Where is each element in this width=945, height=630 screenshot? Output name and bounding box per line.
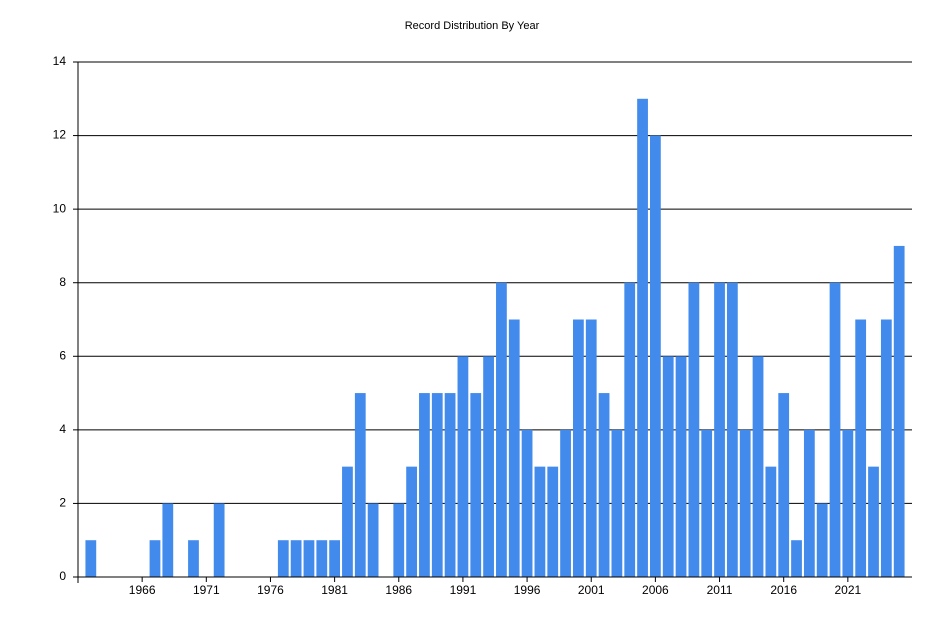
- bar: [752, 356, 764, 577]
- bar: [483, 356, 494, 577]
- y-tick-label: 2: [59, 496, 66, 510]
- bar: [649, 135, 661, 578]
- bar: [547, 466, 559, 577]
- y-tick-label: 10: [53, 201, 67, 215]
- y-tick-label: 4: [59, 422, 66, 436]
- bar: [726, 282, 738, 577]
- bar: [880, 319, 892, 577]
- bar: [470, 393, 482, 577]
- bar: [675, 356, 687, 577]
- bar: [85, 540, 97, 577]
- bar: [585, 319, 597, 577]
- bar: [316, 540, 328, 577]
- bar: [303, 540, 315, 577]
- bar: [354, 393, 366, 577]
- bar: [598, 393, 610, 577]
- bar: [778, 393, 790, 577]
- bar: [803, 429, 815, 577]
- bar: [855, 319, 867, 577]
- y-tick-label: 6: [59, 348, 66, 362]
- bar: [367, 503, 379, 577]
- y-tick-label: 12: [53, 128, 67, 142]
- bar: [329, 540, 341, 577]
- bar: [842, 429, 854, 577]
- bar: [829, 282, 841, 577]
- x-tick-label: 1971: [193, 583, 220, 597]
- bar: [213, 503, 225, 577]
- bar: [765, 466, 777, 577]
- y-tick-label: 0: [59, 569, 66, 583]
- bar: [508, 319, 520, 577]
- bar: [419, 393, 430, 577]
- bar: [406, 466, 417, 577]
- bar: [637, 98, 648, 578]
- bar: [816, 503, 828, 577]
- x-tick-label: 1996: [514, 583, 541, 597]
- bar: [342, 466, 353, 577]
- bar: [534, 466, 546, 577]
- bar: [290, 540, 302, 577]
- x-tick-label: 2006: [642, 583, 669, 597]
- bar: [611, 429, 623, 577]
- x-tick-label: 2016: [770, 583, 797, 597]
- bar: [444, 393, 456, 577]
- bar: [701, 429, 713, 577]
- bar: [624, 282, 636, 577]
- x-tick-label: 2001: [578, 583, 605, 597]
- bar: [521, 429, 533, 577]
- x-tick-label: 1966: [129, 583, 156, 597]
- bar: [714, 282, 725, 577]
- x-tick-label: 1986: [385, 583, 412, 597]
- x-tick-label: 1981: [321, 583, 348, 597]
- chart-title: Record Distribution By Year: [405, 20, 540, 32]
- bar: [496, 282, 507, 577]
- x-tick-label: 2011: [707, 583, 733, 597]
- bar: [149, 540, 161, 577]
- bar: [457, 356, 469, 577]
- bar: [868, 466, 879, 577]
- bar: [791, 540, 802, 577]
- bar: [573, 319, 584, 577]
- x-tick-label: 1991: [450, 583, 477, 597]
- bar: [431, 393, 443, 577]
- bar: [739, 429, 751, 577]
- x-tick-label: 2021: [834, 583, 861, 597]
- bar: [560, 429, 571, 577]
- bar: [277, 540, 289, 577]
- bar: [393, 503, 405, 577]
- x-tick-label: 1976: [257, 583, 284, 597]
- bar: [662, 356, 674, 577]
- bar: [688, 282, 700, 577]
- bar: [188, 540, 199, 577]
- y-tick-label: 8: [59, 275, 66, 289]
- y-tick-label: 14: [53, 54, 67, 68]
- bar: [893, 245, 905, 577]
- bar: [162, 503, 174, 577]
